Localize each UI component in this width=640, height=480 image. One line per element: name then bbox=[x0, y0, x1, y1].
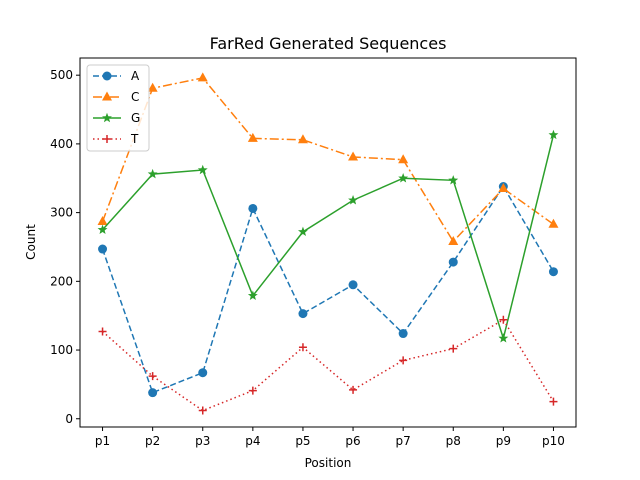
x-tick-label: p9 bbox=[496, 434, 511, 448]
data-point-C-p7 bbox=[398, 154, 409, 164]
data-point-T-p1 bbox=[98, 327, 107, 336]
x-tick-label: p1 bbox=[95, 434, 110, 448]
data-point-G-p6 bbox=[348, 195, 358, 205]
x-tick-label: p3 bbox=[195, 434, 210, 448]
data-point-T-p9 bbox=[499, 315, 508, 324]
data-point-C-p8 bbox=[448, 235, 459, 245]
legend-label-C: C bbox=[131, 90, 139, 104]
data-point-G-p2 bbox=[147, 168, 158, 179]
x-tick-label: p4 bbox=[245, 434, 260, 448]
series-G bbox=[97, 129, 559, 343]
data-point-C-p2 bbox=[147, 82, 158, 92]
data-point-A-p7 bbox=[398, 329, 408, 339]
data-point-A-p8 bbox=[448, 257, 458, 267]
series-line-G bbox=[101, 134, 555, 342]
data-point-T-p10 bbox=[549, 397, 558, 406]
data-point-C-p10 bbox=[548, 218, 559, 228]
legend-label-G: G bbox=[131, 111, 140, 125]
data-point-T-p4 bbox=[248, 386, 257, 395]
data-point-A-p10 bbox=[548, 267, 558, 277]
data-point-T-p6 bbox=[349, 385, 358, 394]
x-tick-label: p6 bbox=[345, 434, 360, 448]
y-axis-label: Count bbox=[24, 224, 38, 260]
x-tick-label: p7 bbox=[396, 434, 411, 448]
data-point-G-p4 bbox=[247, 290, 258, 300]
chart-title: FarRed Generated Sequences bbox=[210, 34, 447, 53]
series-C bbox=[97, 72, 559, 245]
data-point-A-p2 bbox=[148, 388, 158, 398]
y-tick-label: 400 bbox=[50, 137, 73, 151]
series-T bbox=[98, 315, 558, 415]
plot-area bbox=[97, 72, 559, 415]
y-tick-label: 0 bbox=[65, 412, 73, 426]
data-point-G-p8 bbox=[448, 175, 459, 185]
data-point-G-p9 bbox=[498, 333, 509, 343]
data-point-A-p4 bbox=[248, 203, 258, 213]
data-point-C-p9 bbox=[498, 183, 509, 193]
data-point-C-p5 bbox=[297, 134, 308, 144]
legend-box bbox=[86, 64, 150, 152]
series-line-A bbox=[101, 185, 555, 394]
data-point-A-p3 bbox=[198, 368, 208, 378]
data-point-G-p3 bbox=[197, 164, 208, 175]
data-point-G-p10 bbox=[548, 129, 559, 140]
data-point-G-p1 bbox=[97, 224, 108, 234]
legend-marker-A bbox=[102, 71, 112, 81]
data-point-A-p1 bbox=[98, 244, 108, 254]
data-point-C-p1 bbox=[97, 216, 108, 226]
series-line-C bbox=[101, 77, 554, 243]
x-tick-label: p10 bbox=[542, 434, 565, 448]
data-point-T-p2 bbox=[148, 372, 157, 381]
x-tick-label: p5 bbox=[295, 434, 310, 448]
legend-marker-G bbox=[102, 112, 112, 123]
legend-marker-T bbox=[103, 135, 111, 143]
axes-frame bbox=[79, 57, 577, 428]
data-point-G-p7 bbox=[398, 173, 409, 183]
y-tick-label: 100 bbox=[50, 343, 73, 357]
data-point-A-p5 bbox=[298, 309, 308, 319]
y-tick-label: 200 bbox=[50, 274, 73, 288]
x-tick-label: p2 bbox=[145, 434, 160, 448]
y-tick-label: 300 bbox=[50, 206, 73, 220]
y-tick-label: 500 bbox=[50, 68, 73, 82]
legend-label-T: T bbox=[130, 132, 139, 146]
data-point-T-p8 bbox=[449, 344, 458, 353]
data-point-G-p5 bbox=[298, 226, 308, 237]
legend-marker-C bbox=[102, 91, 112, 101]
data-point-T-p7 bbox=[399, 356, 408, 365]
series-A bbox=[98, 181, 558, 398]
data-point-C-p6 bbox=[348, 151, 359, 161]
x-axis-label: Position bbox=[305, 456, 352, 470]
x-tick-label: p8 bbox=[446, 434, 461, 448]
data-point-T-p3 bbox=[198, 406, 207, 415]
data-point-C-p3 bbox=[197, 72, 208, 82]
legend-label-A: A bbox=[131, 69, 140, 83]
data-point-C-p4 bbox=[247, 132, 258, 142]
data-point-A-p6 bbox=[348, 280, 358, 290]
data-point-T-p5 bbox=[298, 343, 307, 352]
